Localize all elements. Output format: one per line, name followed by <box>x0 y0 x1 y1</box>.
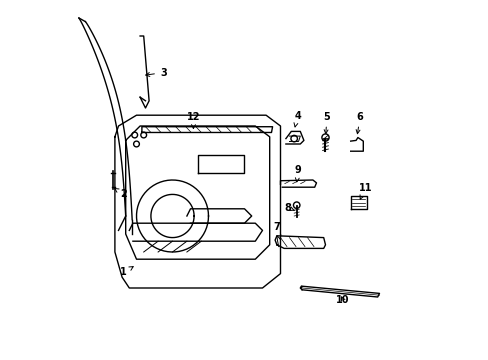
Text: 3: 3 <box>145 68 166 78</box>
Text: 2: 2 <box>115 189 127 199</box>
Text: 11: 11 <box>358 183 371 199</box>
Text: 5: 5 <box>323 112 330 134</box>
Text: 9: 9 <box>294 165 301 182</box>
Text: 8: 8 <box>284 203 293 213</box>
Text: 12: 12 <box>186 112 200 129</box>
Text: 10: 10 <box>336 295 349 305</box>
Text: 4: 4 <box>293 111 300 127</box>
Text: 7: 7 <box>273 222 280 239</box>
Text: 1: 1 <box>120 267 133 278</box>
Text: 6: 6 <box>355 112 363 134</box>
